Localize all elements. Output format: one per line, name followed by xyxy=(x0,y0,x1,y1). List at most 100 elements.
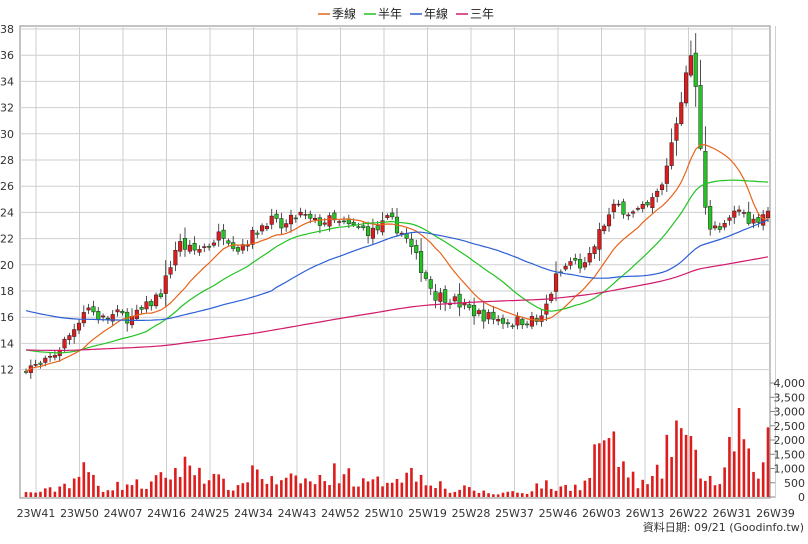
volume-bar xyxy=(96,485,100,497)
volume-bar xyxy=(323,481,327,497)
candle-down xyxy=(621,201,626,215)
x-tick-label: 24W07 xyxy=(104,507,143,520)
candle-up xyxy=(62,338,67,349)
candle-up xyxy=(688,55,693,76)
price-tick-label: 22 xyxy=(0,233,14,246)
volume-bar xyxy=(757,478,760,497)
volume-bar xyxy=(665,434,669,497)
candle-up xyxy=(544,303,549,315)
volume-bar xyxy=(174,468,177,497)
volume-bar xyxy=(125,484,129,497)
candle-up xyxy=(178,241,183,252)
x-tick-label: 25W10 xyxy=(365,507,404,520)
price-tick-label: 14 xyxy=(0,337,14,350)
volume-bar xyxy=(121,489,124,497)
x-tick-label: 25W46 xyxy=(539,507,578,520)
candle-down xyxy=(510,325,515,328)
candle-up xyxy=(101,315,106,318)
volume-tick-label: 0 xyxy=(798,491,805,504)
candle-up xyxy=(385,215,390,218)
candle-up xyxy=(327,215,332,227)
candle-down xyxy=(351,222,356,226)
volume-bar xyxy=(684,434,688,497)
candle-down xyxy=(221,229,226,239)
volume-bar xyxy=(631,471,635,497)
volume-bar xyxy=(766,427,770,497)
candle-up xyxy=(741,212,746,214)
candle-up xyxy=(264,225,269,230)
x-tick-label: 26W13 xyxy=(626,507,665,520)
volume-bar xyxy=(626,477,630,497)
price-tick-label: 32 xyxy=(0,102,14,115)
candle-up xyxy=(380,220,385,233)
candle-down xyxy=(120,311,125,314)
candle-up xyxy=(529,316,534,327)
volume-bar xyxy=(154,475,158,497)
plot-frame xyxy=(19,25,771,499)
candle-up xyxy=(568,261,573,266)
candle-down xyxy=(578,259,583,269)
x-tick-label: 26W39 xyxy=(756,507,795,520)
candle-up xyxy=(669,142,674,166)
candle-down xyxy=(409,238,414,247)
candle-up xyxy=(602,225,607,232)
volume-bar xyxy=(193,475,196,497)
candle-up xyxy=(732,210,737,218)
volume-bar xyxy=(646,484,649,497)
volume-bar xyxy=(308,481,312,497)
volume-bar xyxy=(77,476,81,497)
candle-up xyxy=(452,296,457,302)
volume-bar xyxy=(280,480,283,497)
candle-up xyxy=(250,229,255,245)
candle-up xyxy=(684,72,689,104)
candle-down xyxy=(91,306,96,313)
candle-up xyxy=(635,208,640,210)
candle-down xyxy=(390,212,395,218)
candle-down xyxy=(491,311,496,320)
candle-up xyxy=(606,214,612,227)
volume-bar xyxy=(636,488,640,497)
x-tick-label: 26W31 xyxy=(713,507,752,520)
price-tick-label: 16 xyxy=(0,311,14,324)
volume-bar xyxy=(482,490,486,497)
volume-bar xyxy=(231,490,235,497)
candle-up xyxy=(611,203,616,213)
volume-bar xyxy=(337,483,341,497)
legend-label: 年線 xyxy=(424,6,448,21)
volume-bar xyxy=(188,465,192,497)
candle-down xyxy=(375,225,380,231)
volume-bar xyxy=(617,466,620,497)
volume-bar xyxy=(713,485,717,497)
volume-tick-label: 1,500 xyxy=(774,448,806,461)
volume-bar xyxy=(347,468,351,497)
candle-up xyxy=(187,244,192,252)
price-tick-label: 20 xyxy=(0,259,14,272)
volume-bar xyxy=(82,462,86,497)
volume-bar xyxy=(260,479,264,497)
volume-tick-label: 4,000 xyxy=(774,377,806,390)
candle-up xyxy=(553,273,559,292)
volume-bar xyxy=(48,487,52,497)
candle-down xyxy=(433,291,438,301)
price-tick-label: 18 xyxy=(0,285,14,298)
candle-down xyxy=(423,272,428,279)
candle-down xyxy=(472,305,477,317)
volume-bar xyxy=(299,483,302,497)
candle-down xyxy=(481,309,486,322)
volume-bar xyxy=(761,462,765,497)
candle-up xyxy=(626,214,631,217)
price-tick-label: 38 xyxy=(0,23,14,36)
candle-down xyxy=(717,226,722,230)
x-tick-label: 23W41 xyxy=(17,507,56,520)
volume-tick-label: 3,500 xyxy=(774,391,806,404)
volume-bar xyxy=(708,475,712,497)
volume-bar xyxy=(602,440,606,497)
candle-up xyxy=(640,203,645,209)
volume-bar xyxy=(458,489,461,497)
volume-bar xyxy=(689,436,693,497)
volume-bar xyxy=(742,439,746,497)
candle-down xyxy=(645,202,650,206)
volume-bar xyxy=(275,484,278,497)
x-tick-label: 26W22 xyxy=(669,507,708,520)
candle-up xyxy=(81,312,86,324)
